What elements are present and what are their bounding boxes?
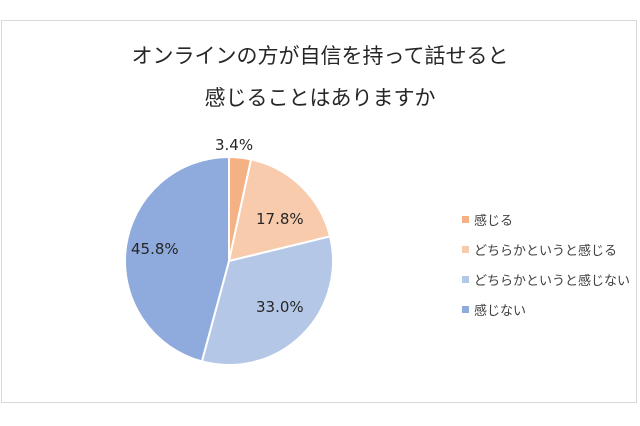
legend-item-dochiraka-kanjiru: どちらかというと感じる <box>462 234 630 264</box>
pie-slice-3 <box>124 155 230 363</box>
data-label-kanjiru: 3.4% <box>215 136 254 154</box>
legend-item-kanjinai: 感じない <box>462 294 630 324</box>
chart-title-line-1: オンラインの方が自信を持って話せると <box>131 44 509 68</box>
legend-label: 感じない <box>474 303 527 319</box>
data-label-kanjinai: 45.8% <box>131 240 179 258</box>
legend-swatch-icon <box>462 245 469 253</box>
legend-swatch-icon <box>462 305 469 313</box>
legend-label: どちらかというと感じない <box>474 273 631 289</box>
legend-item-dochiraka-kanjinai: どちらかというと感じない <box>462 264 630 294</box>
pie-slice-2 <box>200 235 334 366</box>
legend-swatch-icon <box>462 275 469 283</box>
legend-swatch-icon <box>462 215 469 223</box>
data-label-dochiraka-kanjiru: 17.8% <box>256 210 304 228</box>
pie-slice-1 <box>227 158 332 263</box>
chart-legend: 感じる どちらかというと感じる どちらかというと感じない 感じない <box>462 204 630 324</box>
chart-title-line-2: 感じることはありますか <box>204 86 436 110</box>
legend-label: どちらかというと感じる <box>474 243 618 259</box>
legend-item-kanjiru: 感じる <box>462 204 630 234</box>
data-label-dochiraka-kanjinai: 33.0% <box>256 298 304 316</box>
legend-label: 感じる <box>474 213 514 229</box>
